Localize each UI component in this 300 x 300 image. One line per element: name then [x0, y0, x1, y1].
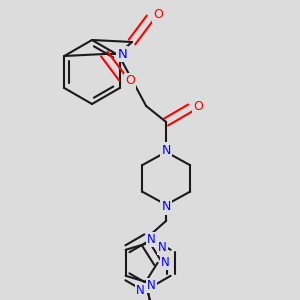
Text: O: O	[153, 8, 163, 22]
Text: N: N	[147, 233, 156, 246]
Text: N: N	[158, 241, 167, 254]
Text: N: N	[136, 284, 145, 297]
Text: N: N	[161, 256, 170, 269]
Text: N: N	[117, 47, 127, 61]
Text: N: N	[147, 279, 156, 292]
Text: O: O	[193, 100, 203, 112]
Text: N: N	[161, 143, 171, 157]
Text: N: N	[161, 200, 171, 213]
Text: O: O	[125, 74, 135, 88]
